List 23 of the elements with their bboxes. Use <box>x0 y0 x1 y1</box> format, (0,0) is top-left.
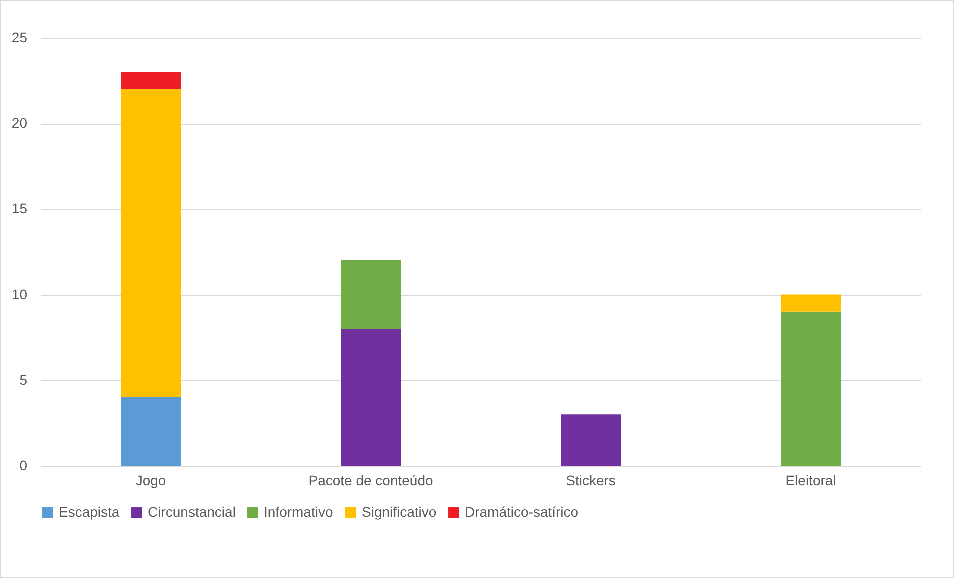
y-tick-label: 15 <box>12 200 28 217</box>
legend-label: Informativo <box>264 504 334 520</box>
x-tick-label: Stickers <box>566 472 616 488</box>
y-tick-label: 0 <box>20 458 28 474</box>
y-tick-label: 25 <box>12 30 28 46</box>
legend-label: Circunstancial <box>148 504 236 520</box>
legend-label: Escapista <box>59 504 120 520</box>
y-tick-label: 10 <box>12 286 28 302</box>
legend-label: Dramático-satírico <box>465 504 579 520</box>
bar <box>341 329 401 466</box>
bar <box>121 398 181 466</box>
x-tick-label: Jogo <box>136 472 166 488</box>
bar <box>121 72 181 90</box>
legend-label: Significativo <box>362 504 437 520</box>
x-tick-label: Pacote de conteúdo <box>308 472 434 488</box>
y-tick-label: 5 <box>20 372 28 388</box>
bar <box>781 312 841 466</box>
bar <box>561 414 621 466</box>
bar <box>341 260 401 330</box>
bar <box>781 294 841 312</box>
bar <box>121 89 181 398</box>
y-tick-label: 20 <box>12 115 28 132</box>
x-tick-label: Eleitoral <box>786 472 836 488</box>
